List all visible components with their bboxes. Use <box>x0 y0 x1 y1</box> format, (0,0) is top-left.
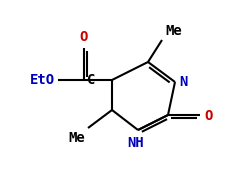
Text: Me: Me <box>165 24 182 38</box>
Text: N: N <box>179 75 187 89</box>
Text: EtO: EtO <box>30 73 55 87</box>
Text: C: C <box>87 73 95 87</box>
Text: Me: Me <box>68 131 85 145</box>
Text: NH: NH <box>128 136 144 150</box>
Text: O: O <box>204 109 212 123</box>
Text: O: O <box>80 30 88 44</box>
